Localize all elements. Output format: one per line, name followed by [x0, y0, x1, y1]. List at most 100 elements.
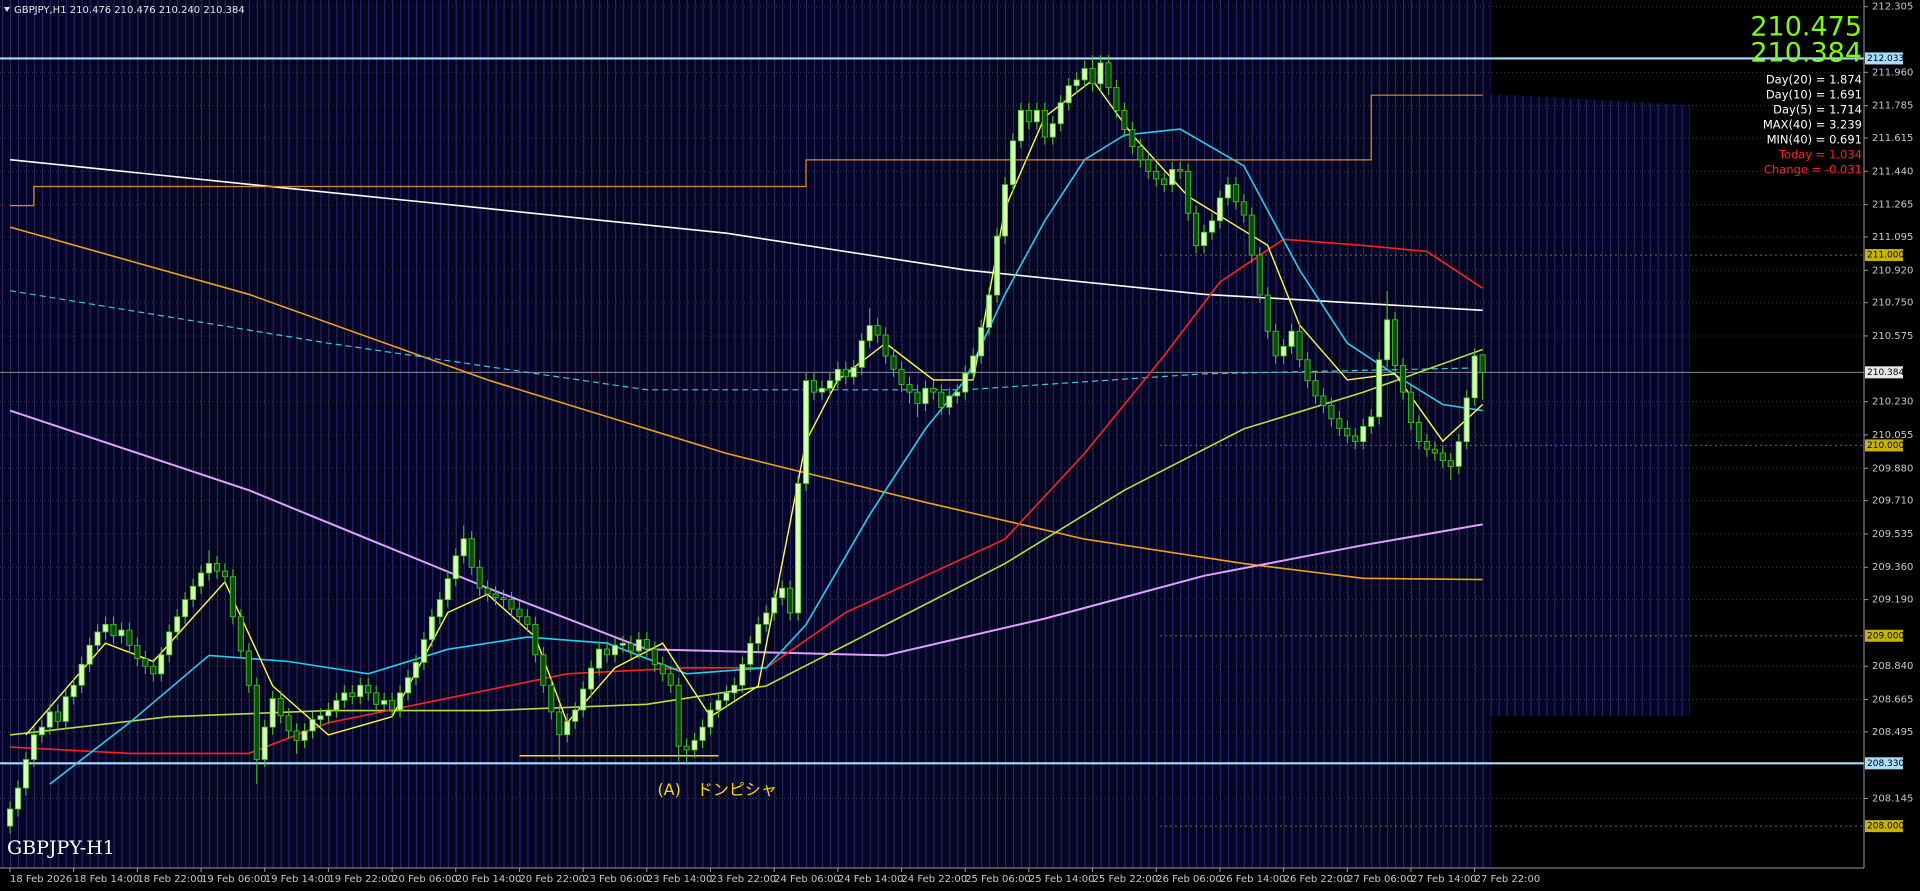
candle-body: [1360, 425, 1367, 443]
candle-body: [325, 709, 332, 717]
candle-body: [683, 745, 690, 751]
stat: MAX(40) = 3.239: [1763, 118, 1862, 132]
candle-body: [970, 355, 977, 374]
x-tick-label: 26 Feb 22:00: [1284, 874, 1350, 885]
cloud-future: [1491, 94, 1690, 716]
x-tick-label: 19 Feb 06:00: [201, 874, 267, 885]
candle-body: [86, 644, 93, 665]
indicator-line: [25, 79, 1484, 736]
level-tag-label: 208.330: [1867, 759, 1904, 769]
y-tick-label: 208.495: [1872, 727, 1913, 738]
candle-body: [1224, 184, 1231, 199]
candle-body: [182, 599, 189, 618]
candle-body: [397, 692, 404, 711]
watermark: GBPJPY-H1: [7, 837, 115, 859]
candle-body: [412, 662, 419, 679]
candle-body: [1113, 87, 1120, 111]
indicator-line: [10, 94, 1483, 207]
candle-body: [635, 639, 642, 652]
candle-body: [1264, 294, 1271, 332]
candle-body: [166, 631, 173, 656]
candle-body: [126, 629, 133, 646]
candle-body: [38, 726, 45, 736]
x-tick-label: 20 Feb 22:00: [519, 874, 585, 885]
candle-body: [978, 327, 985, 357]
candle-body: [699, 726, 706, 741]
stat: Day(5) = 1.714: [1773, 103, 1862, 117]
candle-body: [898, 368, 905, 385]
candle-body: [205, 563, 212, 574]
candle-body: [436, 599, 443, 618]
candle-body: [1097, 62, 1104, 85]
candle-body: [627, 642, 634, 652]
indicator-line: [9, 226, 1483, 581]
candle-body: [532, 623, 539, 656]
x-tick-label: 25 Feb 06:00: [965, 874, 1031, 885]
candle-body: [1288, 330, 1295, 347]
candle-body: [882, 334, 889, 357]
candle-body: [373, 692, 380, 705]
x-tick-label: 27 Feb 14:00: [1411, 874, 1477, 885]
candle-body: [1328, 405, 1335, 420]
candle-body: [842, 368, 849, 378]
candle-body: [691, 740, 698, 751]
x-tick-label: 18 Feb 2026: [10, 874, 72, 885]
x-tick-label: 25 Feb 14:00: [1029, 874, 1095, 885]
candle-body: [771, 597, 778, 614]
candle-body: [954, 391, 961, 397]
x-tick-label: 26 Feb 14:00: [1220, 874, 1286, 885]
plot: [0, 0, 1864, 868]
candle-body: [1137, 146, 1144, 161]
candle-body: [468, 538, 475, 568]
stat: Day(20) = 1.874: [1766, 73, 1862, 87]
candle-body: [1177, 169, 1184, 172]
level-tag: [1865, 757, 1903, 770]
candle-body: [787, 587, 794, 614]
round-tag-label: 208.000: [1867, 822, 1904, 832]
candle-body: [755, 623, 762, 644]
y-tick-label: 211.265: [1872, 200, 1913, 211]
y-tick-label: 210.055: [1872, 430, 1913, 441]
candle-body: [1232, 184, 1239, 203]
candle-body: [1368, 416, 1375, 427]
candle-body: [1400, 365, 1407, 393]
candle-body: [54, 711, 61, 722]
candle-body: [564, 721, 571, 736]
candle-body: [572, 709, 579, 722]
x-tick-label: 19 Feb 22:00: [328, 874, 394, 885]
y-tick-label: 211.960: [1872, 67, 1913, 78]
candle-body: [930, 387, 937, 393]
candle-body: [810, 380, 817, 393]
candle-body: [381, 700, 388, 705]
candle-body: [110, 623, 117, 637]
x-tick-label: 18 Feb 14:00: [74, 874, 140, 885]
indicator-line: [9, 409, 1483, 657]
candle-body: [1304, 359, 1311, 382]
candle-body: [938, 391, 945, 408]
y-tick-label: 210.230: [1872, 397, 1913, 408]
x-tick-label: 25 Feb 22:00: [1093, 874, 1159, 885]
candle-body: [1121, 110, 1128, 130]
candle-body: [190, 585, 197, 601]
candle-body: [986, 294, 993, 328]
candle-body: [739, 663, 746, 686]
x-tick-label: 23 Feb 14:00: [647, 874, 713, 885]
candle-body: [723, 692, 730, 701]
stat: Change = -0.031: [1764, 163, 1862, 177]
candle-body: [285, 715, 292, 732]
candle-body: [46, 711, 53, 728]
candle-body: [452, 555, 459, 580]
candle-body: [850, 366, 857, 378]
x-tick-label: 23 Feb 06:00: [583, 874, 649, 885]
candle-body: [731, 684, 738, 694]
level-tag-label: 212.033: [1867, 54, 1904, 64]
candle-body: [1423, 441, 1430, 450]
candle-body: [1407, 391, 1414, 423]
candle-body: [14, 787, 21, 810]
y-tick-label: 209.360: [1872, 562, 1913, 573]
candle-body: [500, 597, 507, 601]
candle-body: [1352, 435, 1359, 443]
candle-body: [588, 667, 595, 690]
candle-body: [803, 380, 810, 484]
